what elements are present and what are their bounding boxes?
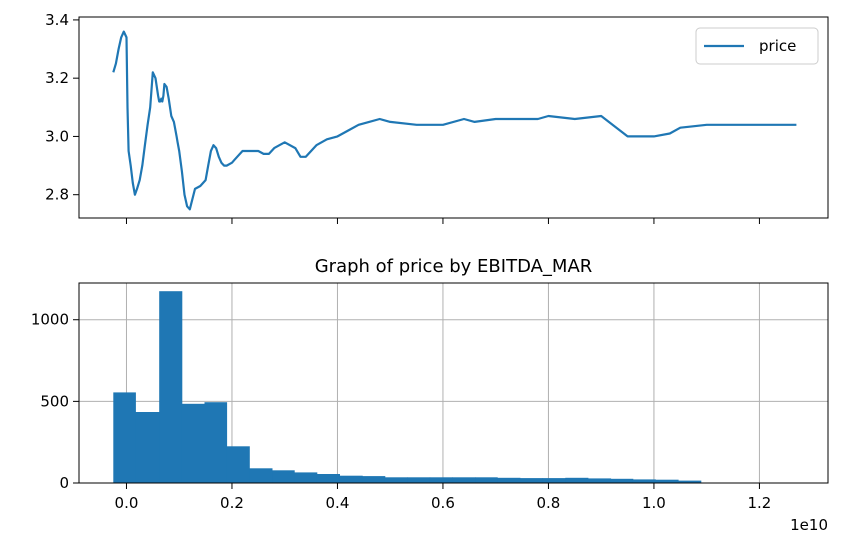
histogram-bar — [678, 480, 702, 483]
histogram-bar — [497, 477, 521, 483]
price-series-line — [112, 30, 797, 211]
line-y-tick-label: 3.2 — [45, 69, 69, 87]
histogram-x-tick-label: 1.2 — [747, 494, 771, 512]
histogram-x-tick-label: 0.6 — [431, 494, 455, 512]
histogram-bar — [520, 478, 544, 483]
legend-entry-price: price — [759, 37, 796, 55]
legend-box — [695, 27, 819, 65]
line-chart-frame — [78, 16, 829, 219]
line-y-tick-label: 3.4 — [45, 11, 69, 29]
histogram-panel: Graph of price by EBITDA_MAR 0 500 1000 0.… — [31, 256, 829, 534]
histogram-bar — [181, 403, 205, 483]
histogram-bar — [249, 468, 273, 483]
histogram-x-tick-label: 0.2 — [220, 494, 244, 512]
histogram-bar — [226, 446, 250, 483]
histogram-bar — [407, 477, 431, 483]
histogram-bar — [339, 475, 363, 483]
histogram-bar — [610, 478, 634, 483]
histogram-x-tick-label: 0.4 — [326, 494, 350, 512]
histogram-bar — [632, 479, 656, 483]
histogram-frame — [78, 282, 829, 484]
histogram-bar — [135, 412, 160, 483]
line-chart-panel: 2.8 3.0 3.2 3.4 price — [45, 11, 829, 224]
histogram-bar — [588, 478, 612, 483]
histogram-bar — [655, 479, 679, 483]
line-chart-x-axis — [125, 218, 760, 224]
histogram-x-tick-label: 0.0 — [115, 494, 139, 512]
histogram-x-axis: 0.0 0.2 0.4 0.6 0.8 1.0 1.2 — [115, 483, 771, 512]
histogram-y-axis: 0 500 1000 — [31, 311, 79, 492]
histogram-bars — [113, 291, 702, 483]
histogram-bar — [113, 392, 136, 483]
line-y-tick-label: 3.0 — [45, 127, 69, 145]
histogram-title: Graph of price by EBITDA_MAR — [315, 256, 593, 277]
histogram-bar — [294, 472, 318, 483]
histogram-bar — [362, 476, 386, 483]
histogram-y-tick-label: 1000 — [31, 311, 69, 329]
histogram-bar — [316, 474, 340, 483]
histogram-bar — [429, 477, 453, 483]
histogram-bar — [204, 402, 228, 483]
histogram-bar — [475, 477, 498, 483]
histogram-bar — [542, 478, 566, 483]
histogram-y-tick-label: 500 — [40, 392, 69, 410]
line-y-tick-label: 2.8 — [45, 186, 69, 204]
line-chart-y-axis: 2.8 3.0 3.2 3.4 — [45, 11, 79, 204]
histogram-bar — [159, 291, 183, 483]
histogram-y-tick-label: 0 — [59, 474, 69, 492]
x-axis-offset-label: 1e10 — [790, 516, 828, 534]
histogram-bar — [452, 477, 476, 483]
histogram-bar — [384, 477, 408, 483]
histogram-bar — [272, 470, 295, 483]
histogram-x-tick-label: 0.8 — [537, 494, 561, 512]
legend: price — [695, 27, 819, 65]
histogram-x-tick-label: 1.0 — [642, 494, 666, 512]
histogram-bar — [565, 477, 589, 483]
